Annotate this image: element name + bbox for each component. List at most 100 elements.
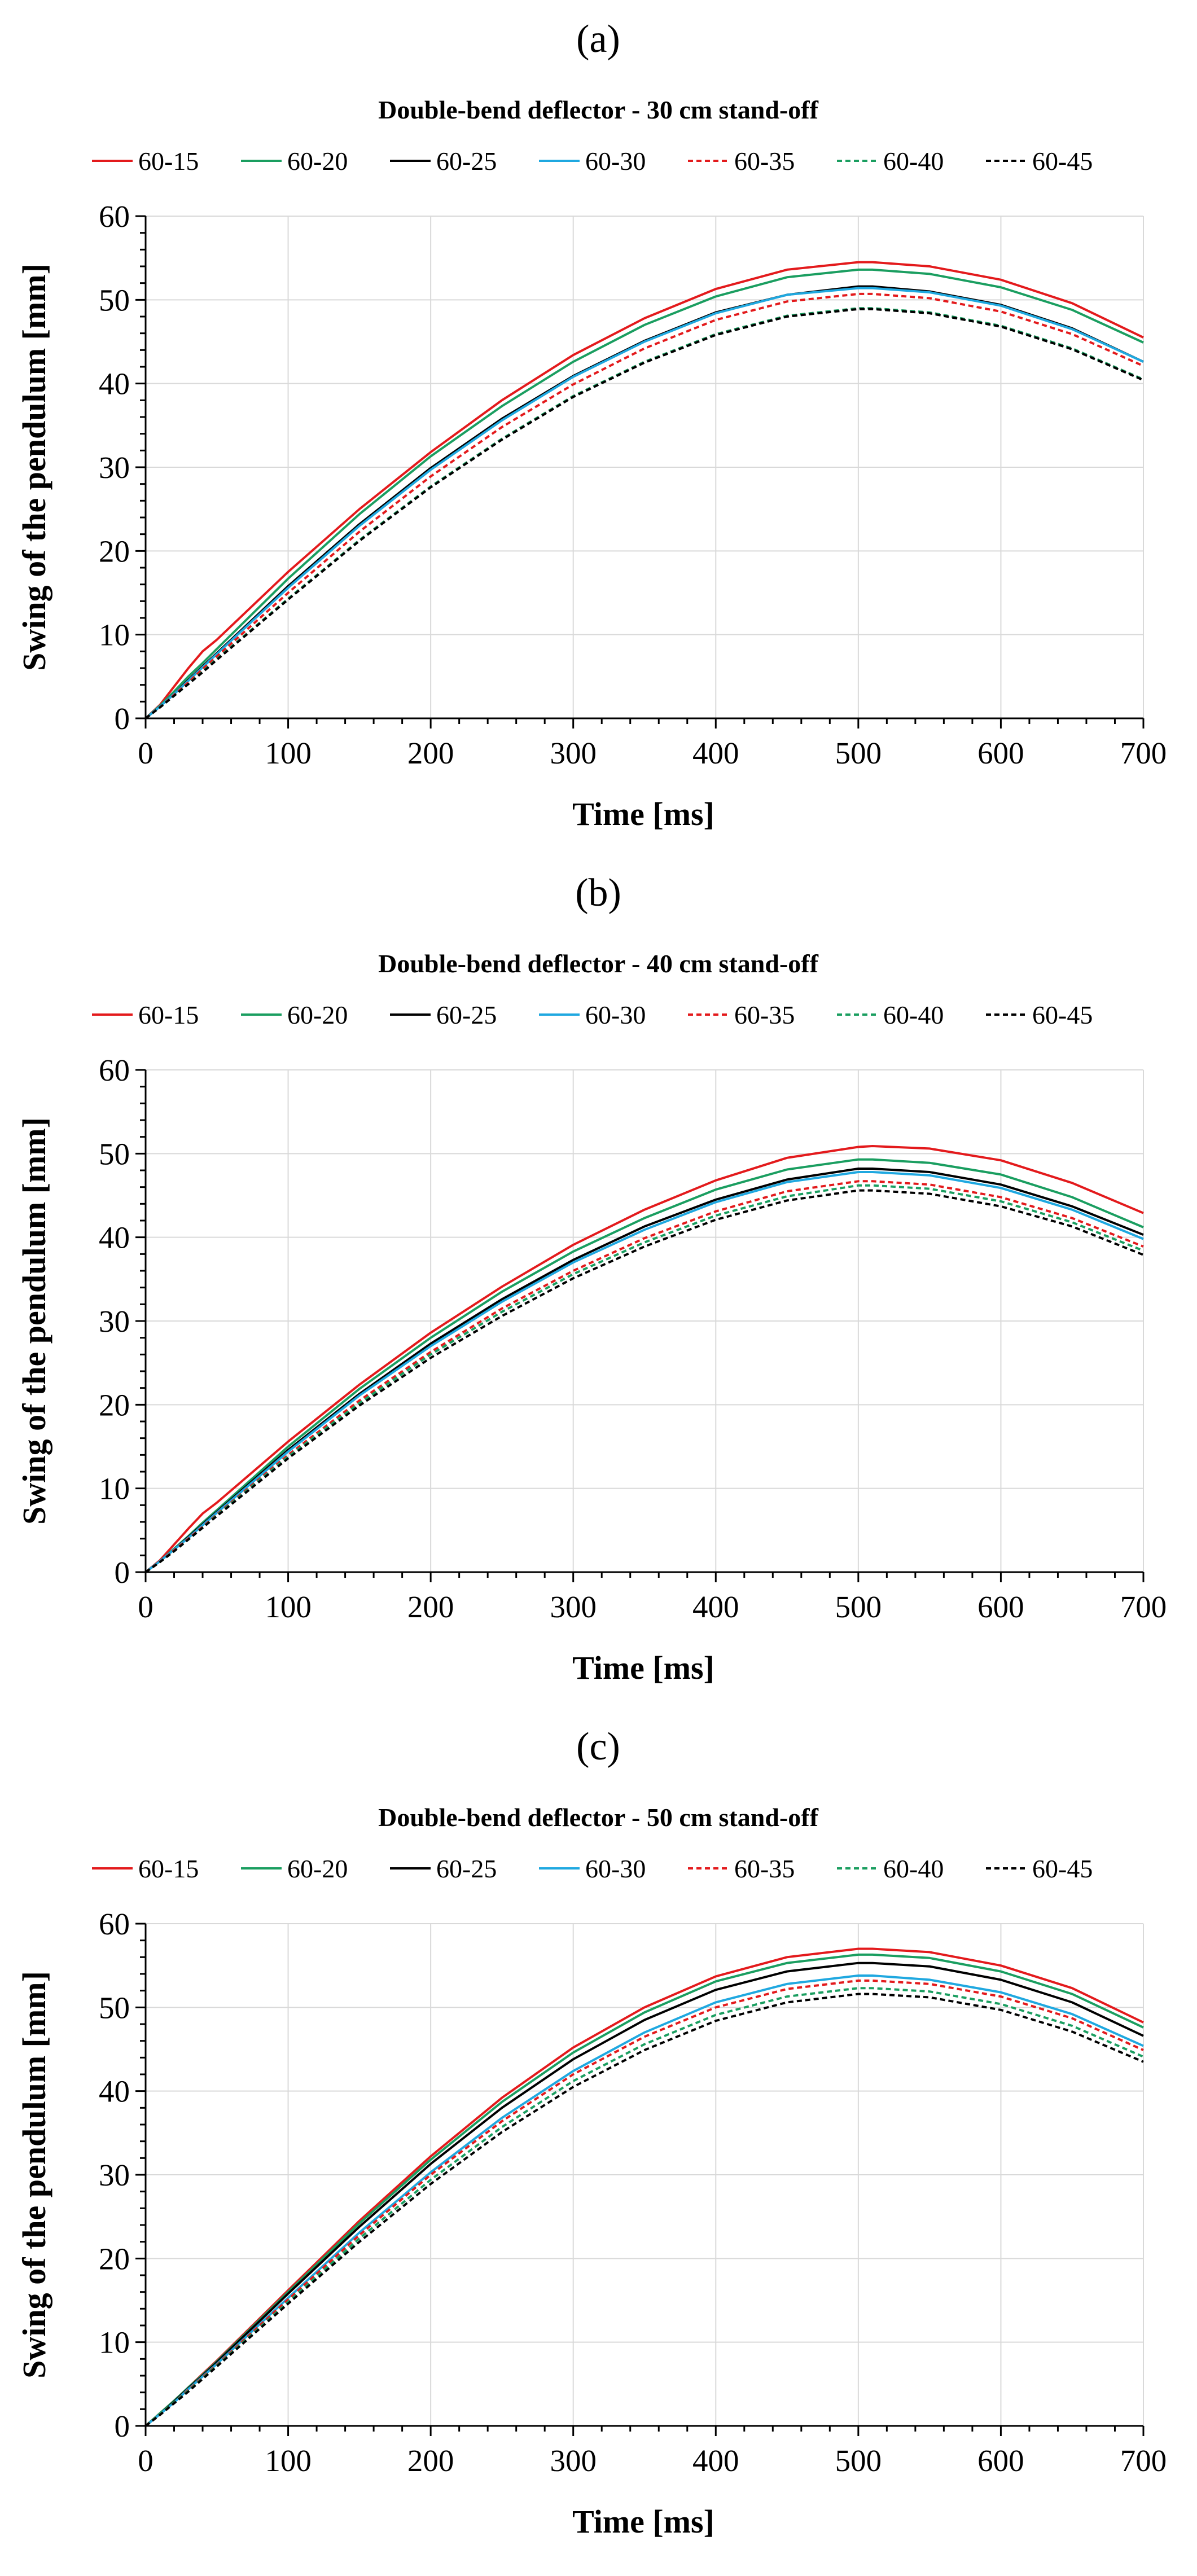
x-tick-label-a-100: 100 (265, 736, 312, 770)
y-tick-label-c-40: 40 (99, 2074, 130, 2109)
x-tick-label-b-600: 600 (977, 1590, 1024, 1624)
legend-label-a-60-20: 60-20 (287, 147, 348, 175)
series-line-c-60-45 (144, 1993, 1144, 2427)
y-tick-label-c-20: 20 (99, 2241, 130, 2276)
x-tick-label-c-0: 0 (138, 2443, 154, 2478)
series-c (144, 1947, 1144, 2427)
y-tick-label-c-50: 50 (99, 1990, 130, 2025)
axes-a (135, 215, 1145, 729)
chart-title-c: Double-bend deflector - 50 cm stand-off (378, 1803, 818, 1832)
y-tick-label-c-30: 30 (99, 2158, 130, 2192)
x-tick-label-a-200: 200 (407, 736, 454, 770)
legend-label-b-60-20: 60-20 (287, 1000, 348, 1029)
legend-label-a-60-45: 60-45 (1032, 147, 1093, 175)
series-line-b-60-35 (144, 1180, 1144, 1573)
x-tick-label-c-300: 300 (550, 2443, 597, 2478)
chart-panel-a: (a) Double-bend deflector - 30 cm stand-… (16, 17, 1167, 832)
y-tick-label-a-40: 40 (99, 367, 130, 401)
x-tick-label-c-600: 600 (977, 2443, 1024, 2478)
x-tick-label-b-500: 500 (835, 1590, 882, 1624)
legend-label-c-60-45: 60-45 (1032, 1854, 1093, 1883)
legend-label-a-60-15: 60-15 (138, 147, 199, 175)
x-tick-label-a-300: 300 (550, 736, 597, 770)
y-tick-label-c-0: 0 (115, 2409, 130, 2443)
legend-label-c-60-25: 60-25 (436, 1854, 497, 1883)
x-tick-label-b-400: 400 (692, 1590, 739, 1624)
y-tick-label-c-60: 60 (99, 1907, 130, 1941)
legend-label-a-60-25: 60-25 (436, 147, 497, 175)
y-tick-label-b-20: 20 (99, 1388, 130, 1422)
legend-label-a-60-35: 60-35 (734, 147, 795, 175)
y-tick-label-a-0: 0 (115, 701, 130, 736)
legend-b: 60-15 60-20 60-25 60-30 60-35 60-40 60-45 (92, 1000, 1093, 1029)
y-axis-title-b: Swing of the pendulum [mm] (16, 1117, 52, 1525)
y-axis-title-c: Swing of the pendulum [mm] (16, 1971, 52, 2378)
x-tick-label-a-500: 500 (835, 736, 882, 770)
axes-b (135, 1069, 1145, 1582)
legend-label-b-60-30: 60-30 (585, 1000, 646, 1029)
x-tick-label-a-400: 400 (692, 736, 739, 770)
x-tick-label-b-200: 200 (407, 1590, 454, 1624)
x-tick-label-c-200: 200 (407, 2443, 454, 2478)
ticks-a: 0 100 200 300 400 500 600 700 0 10 20 30 40 50 60 (99, 199, 1167, 770)
y-tick-label-c-10: 10 (99, 2325, 130, 2360)
panel-label-c: (c) (576, 1725, 620, 1768)
series-a (144, 261, 1144, 719)
chart-panel-b: (b) Double-bend deflector - 40 cm stand-… (16, 871, 1167, 1686)
ticks-b: 0 100 200 300 400 500 600 700 0 10 20 30 40 50 60 (99, 1053, 1167, 1624)
y-tick-label-a-60: 60 (99, 199, 130, 234)
x-tick-label-c-500: 500 (835, 2443, 882, 2478)
x-tick-label-c-100: 100 (265, 2443, 312, 2478)
x-tick-label-b-700: 700 (1120, 1590, 1167, 1624)
series-line-b-60-15 (144, 1145, 1144, 1573)
series-line-b-60-30 (144, 1171, 1144, 1573)
series-b (144, 1145, 1144, 1573)
grid-c (146, 1923, 1144, 2426)
x-tick-label-b-100: 100 (265, 1590, 312, 1624)
series-line-b-60-40 (144, 1184, 1144, 1573)
axes-c (135, 1923, 1145, 2436)
legend-label-c-60-35: 60-35 (734, 1854, 795, 1883)
series-line-c-60-40 (144, 1987, 1144, 2427)
x-axis-title-c: Time [ms] (572, 2503, 714, 2540)
y-tick-label-a-10: 10 (99, 618, 130, 652)
y-tick-label-a-30: 30 (99, 450, 130, 485)
y-tick-label-b-30: 30 (99, 1304, 130, 1339)
y-tick-label-b-60: 60 (99, 1053, 130, 1087)
x-axis-title-a: Time [ms] (572, 796, 714, 832)
y-tick-label-b-50: 50 (99, 1136, 130, 1171)
legend-a: 60-15 60-20 60-25 60-30 60-35 60-40 60-45 (92, 147, 1093, 175)
series-line-a-60-15 (144, 261, 1144, 719)
legend-label-b-60-40: 60-40 (883, 1000, 944, 1029)
panel-label-b: (b) (575, 871, 621, 915)
y-tick-label-b-10: 10 (99, 1472, 130, 1506)
series-line-a-60-35 (144, 292, 1144, 719)
series-line-b-60-45 (144, 1189, 1144, 1573)
chart-title-a: Double-bend deflector - 30 cm stand-off (378, 95, 818, 124)
y-tick-label-b-0: 0 (115, 1555, 130, 1590)
x-tick-label-b-0: 0 (138, 1590, 154, 1624)
x-tick-label-c-700: 700 (1120, 2443, 1167, 2478)
series-line-a-60-30 (144, 287, 1144, 719)
legend-label-a-60-40: 60-40 (883, 147, 944, 175)
legend-c: 60-15 60-20 60-25 60-30 60-35 60-40 60-45 (92, 1854, 1093, 1883)
x-tick-label-c-400: 400 (692, 2443, 739, 2478)
y-tick-label-a-50: 50 (99, 283, 130, 317)
chart-panel-c: (c) Double-bend deflector - 50 cm stand-… (16, 1725, 1167, 2540)
y-tick-label-b-40: 40 (99, 1221, 130, 1255)
legend-label-b-60-25: 60-25 (436, 1000, 497, 1029)
legend-label-b-60-15: 60-15 (138, 1000, 199, 1029)
y-axis-title-a: Swing of the pendulum [mm] (16, 264, 52, 671)
legend-label-c-60-20: 60-20 (287, 1854, 348, 1883)
ticks-c: 0 100 200 300 400 500 600 700 0 10 20 30 40 50 60 (99, 1907, 1167, 2478)
x-tick-label-b-300: 300 (550, 1590, 597, 1624)
x-tick-label-a-600: 600 (977, 736, 1024, 770)
x-tick-label-a-0: 0 (138, 736, 154, 770)
y-tick-label-a-20: 20 (99, 534, 130, 568)
legend-label-c-60-15: 60-15 (138, 1854, 199, 1883)
series-line-c-60-35 (144, 1979, 1144, 2427)
legend-label-a-60-30: 60-30 (585, 147, 646, 175)
series-line-a-60-20 (144, 268, 1144, 719)
series-line-a-60-45 (144, 308, 1144, 719)
